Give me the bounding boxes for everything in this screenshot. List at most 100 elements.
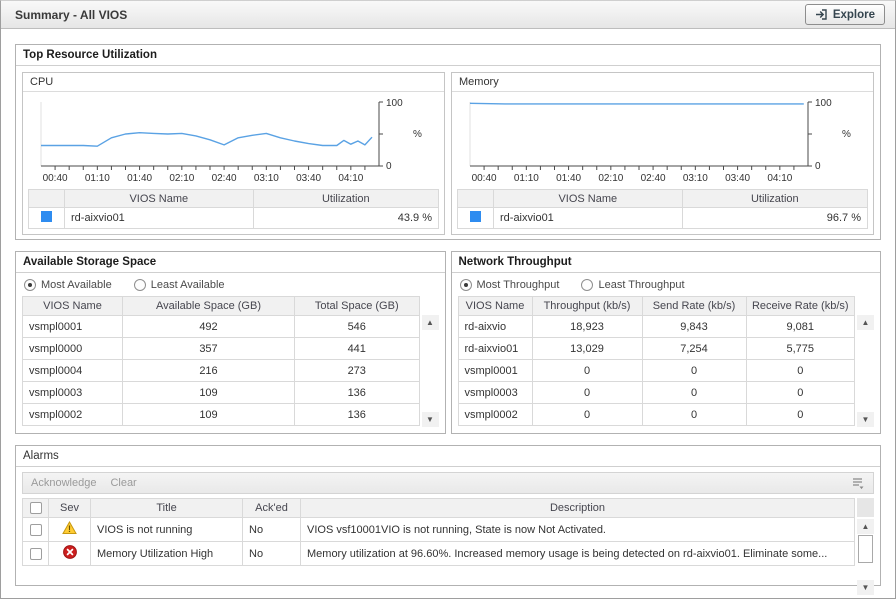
column-header-receive-rate-kb-s[interactable]: Receive Rate (kb/s) [745,296,855,316]
scroll-up-button[interactable]: ▲ [857,315,874,330]
vios-name-cell: vsmpl0002 [22,403,123,426]
svg-text:02:10: 02:10 [598,173,623,184]
column-header-ack-ed[interactable]: Ack'ed [242,498,301,518]
value-cell: 7,254 [641,337,747,360]
value-cell: 9,843 [641,315,747,338]
cpu-chart: 00:40 01:10 01:40 02:10 02:40 03:10 03:40 04:10… [23,92,444,188]
column-header-utilization[interactable]: Utilization [681,189,869,208]
most-available-radio[interactable]: Most Available [24,279,112,291]
column-header-throughput-kb-s[interactable]: Throughput (kb/s) [531,296,643,316]
error-icon [62,545,77,559]
storage-mode-radios: Most Available Least Available [16,273,445,296]
column-header-available-space-gb[interactable]: Available Space (GB) [122,296,295,316]
table-row[interactable]: vsmpl0002 0 0 0 [457,403,855,426]
table-row[interactable]: vsmpl0003 109 136 [22,381,420,404]
column-header-title[interactable]: Title [90,498,243,518]
legend-color-column [457,189,494,208]
value-cell: 492 [122,315,295,338]
least-available-radio[interactable]: Least Available [133,279,225,291]
network-table-wrap: VIOS Name Throughput (kb/s) Send Rate (kb/… [457,296,874,427]
table-row[interactable]: rd-aixvio01 13,029 7,254 5,775 [457,337,855,360]
value-cell: 5,775 [745,337,855,360]
svg-text:0: 0 [815,161,821,172]
value-cell: 441 [294,337,420,360]
value-cell: 0 [531,403,643,426]
acknowledge-link[interactable]: Acknowledge [31,477,97,489]
value-cell: 546 [294,315,420,338]
column-header-vios-name[interactable]: VIOS Name [457,296,533,316]
svg-text:0: 0 [386,161,392,172]
radio-icon [133,279,146,291]
scrollbar-corner [857,498,874,517]
svg-text:100: 100 [815,98,832,109]
acked-cell: No [242,517,301,542]
svg-text:00:40: 00:40 [43,173,68,184]
column-header-vios-name[interactable]: VIOS Name [64,189,254,208]
cpu-line-chart: 00:40 01:10 01:40 02:10 02:40 03:10 03:40 04:10… [40,98,422,184]
memory-chart: 00:40 01:10 01:40 02:10 02:40 03:10 03:40 04:10… [452,92,873,188]
column-header-send-rate-kb-s[interactable]: Send Rate (kb/s) [641,296,747,316]
legend-row[interactable]: rd-aixvio01 96.7 % [457,207,869,229]
radio-label: Least Available [150,279,225,291]
vios-name-cell: vsmpl0003 [457,381,533,404]
acked-cell: No [242,541,301,566]
value-cell: 0 [641,403,747,426]
table-row[interactable]: vsmpl0002 109 136 [22,403,420,426]
value-cell: 0 [531,359,643,382]
column-header-description[interactable]: Description [300,498,855,518]
legend-row[interactable]: rd-aixvio01 43.9 % [28,207,440,229]
table-row[interactable]: vsmpl0000 357 441 [22,337,420,360]
vios-name-cell: vsmpl0004 [22,359,123,382]
svg-text:00:40: 00:40 [472,173,497,184]
scroll-up-button[interactable]: ▲ [857,519,874,534]
svg-text:03:10: 03:10 [254,173,279,184]
table-row[interactable]: vsmpl0001 492 546 [22,315,420,338]
value-cell: 136 [294,381,420,404]
cpu-legend-table: VIOS Name Utilization rd-aixvio01 43.9 % [28,189,440,229]
table-row[interactable]: vsmpl0001 0 0 0 [457,359,855,382]
column-header-utilization[interactable]: Utilization [252,189,440,208]
svg-text:%: % [842,129,851,140]
column-header-sev[interactable]: Sev [48,498,91,518]
alarm-row[interactable]: ! VIOS is not running No VIOS vsf10001VIO i… [22,517,855,542]
select-all-checkbox[interactable] [29,502,42,515]
table-row[interactable]: rd-aixvio 18,923 9,843 9,081 [457,315,855,338]
table-row[interactable]: vsmpl0003 0 0 0 [457,381,855,404]
value-cell: 0 [641,381,747,404]
memory-card-title: Memory [452,73,873,92]
network-mode-radios: Most Throughput Least Throughput [452,273,881,296]
clear-link[interactable]: Clear [110,477,137,489]
least-throughput-radio[interactable]: Least Throughput [581,279,685,291]
scroll-down-button[interactable]: ▼ [857,580,874,595]
vios-name-cell: vsmpl0003 [22,381,123,404]
row-checkbox[interactable] [29,523,42,536]
vios-name-cell: rd-aixvio01 [457,337,533,360]
table-customizer-icon[interactable] [851,476,865,490]
alarms-table: Sev Title Ack'ed Description! VIOS is not ru… [22,498,855,566]
scroll-down-button[interactable]: ▼ [421,412,439,427]
available-storage-panel: Available Storage Space Most Available Le… [15,251,446,434]
column-header-total-space-gb[interactable]: Total Space (GB) [294,296,420,316]
table-row[interactable]: vsmpl0004 216 273 [22,359,420,382]
scroll-down-button[interactable]: ▼ [857,412,874,427]
svg-text:02:40: 02:40 [641,173,666,184]
column-header-vios-name[interactable]: VIOS Name [493,189,683,208]
alarms-toolbar: Acknowledge Clear [22,472,874,494]
memory-card: Memory 00:40 01:10 01:40 02:10 02:40 03:10 03:… [451,72,874,235]
most-throughput-radio[interactable]: Most Throughput [459,279,559,291]
scroll-up-button[interactable]: ▲ [421,315,439,330]
alarms-panel: Alarms Acknowledge Clear Sev Title Ack'ed D… [15,445,881,595]
alarm-row[interactable]: Memory Utilization High No Memory utilizat… [22,541,855,566]
column-header-vios-name[interactable]: VIOS Name [22,296,123,316]
value-cell: 109 [122,403,295,426]
svg-text:03:40: 03:40 [296,173,321,184]
alarms-scrollbar: ▲ ▼ [857,498,874,595]
scroll-thumb[interactable] [858,535,873,563]
alarms-table-wrap: Sev Title Ack'ed Description! VIOS is not ru… [22,498,874,595]
row-checkbox[interactable] [29,547,42,560]
explore-button[interactable]: Explore [804,4,885,25]
value-cell: 0 [641,359,747,382]
alarms-title: Alarms [16,446,880,467]
top-resource-utilization-title: Top Resource Utilization [16,45,880,66]
value-cell: 216 [122,359,295,382]
